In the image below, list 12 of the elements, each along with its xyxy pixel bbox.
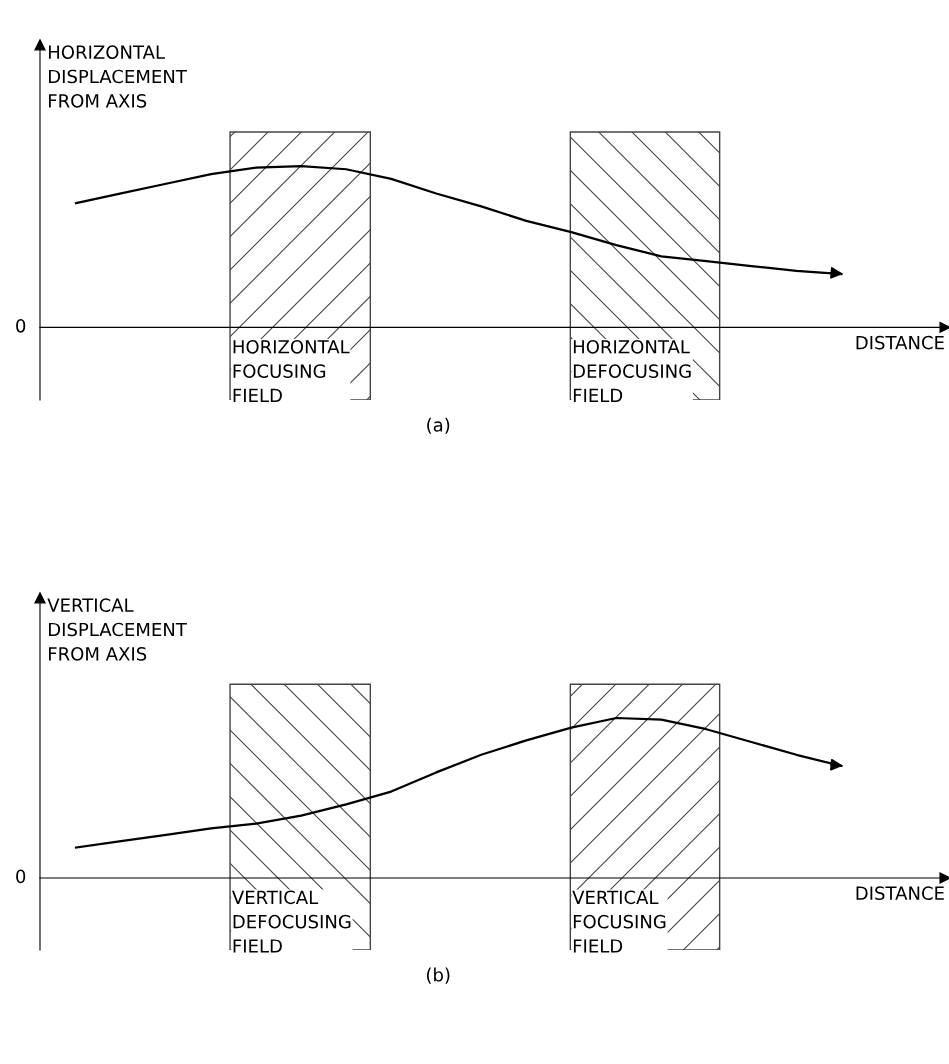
text: HORIZONTAL DEFOCUSING FIELD: [573, 339, 691, 403]
x-axis-title: DISTANCE: [856, 886, 944, 900]
x-axis-title: DISTANCE: [856, 335, 944, 350]
text: HORIZONTAL FOCUSING FIELD: [233, 339, 350, 403]
text: (a): [427, 417, 450, 434]
text: 0: [16, 869, 26, 884]
text: VERTICAL FOCUSING FIELD: [572, 890, 666, 953]
y-axis-title: VERTICAL DISPLACEMENT FROM AXIS: [47, 598, 187, 661]
text: 0: [16, 318, 26, 333]
text: VERTICAL DEFOCUSING FIELD: [232, 890, 351, 953]
text: (b): [426, 967, 450, 984]
y-axis-title: HORIZONTAL DISPLACEMENT FROM AXIS: [49, 45, 187, 108]
